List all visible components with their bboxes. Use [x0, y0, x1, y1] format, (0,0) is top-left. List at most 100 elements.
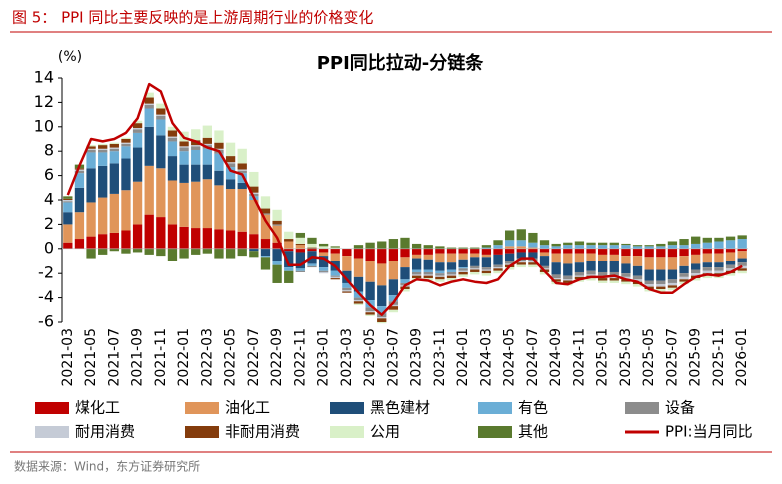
bar-segment — [74, 239, 85, 249]
bar-segment — [470, 257, 480, 266]
bar-segment — [458, 271, 468, 275]
bar-segment — [342, 270, 352, 283]
bar-segment — [423, 269, 433, 272]
bar-segment — [167, 137, 178, 142]
bar-segment — [249, 171, 259, 187]
bar-segment — [435, 279, 445, 282]
bar-segment — [132, 120, 143, 124]
bar-segment — [144, 92, 154, 98]
bar-segment — [156, 103, 166, 109]
bar-segment — [632, 265, 643, 276]
x-tick-label: 2024-05 — [502, 328, 518, 387]
bar-segment — [295, 232, 306, 238]
bar-segment — [225, 179, 236, 190]
bar-segment — [504, 248, 515, 254]
bar-segment — [609, 280, 619, 283]
bar-segment — [563, 242, 573, 246]
bar-segment — [667, 282, 678, 286]
bar-segment — [109, 193, 119, 233]
bar-segment — [167, 130, 178, 137]
bar-segment — [330, 246, 340, 248]
bar-segment — [458, 247, 468, 249]
bar-segment — [691, 248, 701, 255]
bar-segment — [202, 143, 212, 146]
bar-segment — [98, 234, 108, 249]
bar-segment — [272, 261, 282, 265]
bar-segment — [551, 274, 561, 279]
bar-segment — [609, 245, 619, 249]
bar-segment — [621, 245, 631, 249]
bar-segment — [516, 229, 526, 241]
bar-segment — [353, 297, 364, 301]
bar-segment — [551, 262, 561, 275]
bar-segment — [551, 243, 561, 247]
x-tick-label: 2024-09 — [548, 328, 564, 387]
bar-segment — [318, 267, 329, 271]
bar-segment — [109, 163, 119, 194]
bar-segment — [493, 267, 503, 269]
bar-segment — [156, 168, 166, 218]
bar-segment — [388, 248, 399, 261]
bar-segment — [202, 125, 212, 138]
bar-segment — [214, 153, 224, 171]
bar-segment — [446, 253, 457, 263]
x-tick-label: 2021-05 — [83, 328, 99, 387]
bar-segment — [214, 170, 224, 186]
bar-segment — [272, 209, 282, 221]
bar-segment — [714, 267, 724, 271]
bar-segment — [144, 214, 154, 249]
bar-segment — [435, 253, 445, 263]
bar-segment — [691, 243, 701, 249]
bar-segment — [377, 318, 387, 322]
bar-segment — [388, 279, 399, 296]
bar-segment — [377, 263, 387, 286]
bar-segment — [225, 189, 236, 231]
bar-segment — [621, 248, 631, 257]
bar-segment — [411, 258, 422, 270]
bar-segment — [609, 261, 619, 272]
bar-segment — [295, 237, 306, 244]
bar-segment — [528, 232, 538, 243]
bar-segment — [237, 148, 247, 164]
x-tick-label: 2025-05 — [641, 328, 657, 387]
bar-segment — [435, 275, 445, 277]
legend-label: 煤化工 — [75, 399, 120, 417]
bar-segment — [98, 148, 108, 150]
bar-segment — [702, 253, 712, 263]
legend-swatch — [330, 402, 364, 414]
x-tick-label: 2022-05 — [223, 328, 239, 387]
bar-segment — [656, 248, 666, 258]
bar-segment — [179, 182, 189, 227]
bar-segment — [458, 248, 468, 254]
bar-segment — [737, 251, 747, 259]
bar-segment — [470, 247, 480, 249]
bar-segment — [470, 253, 480, 258]
bar-segment — [551, 279, 561, 282]
x-tick-label: 2022-11 — [292, 328, 308, 387]
bar-segment — [667, 248, 678, 258]
bar-segment — [621, 263, 631, 274]
bar-segment — [656, 280, 666, 285]
bar-segment — [574, 245, 585, 249]
bar-segment — [318, 256, 329, 268]
legend-label: 非耐用消费 — [225, 423, 300, 441]
x-tick-label: 2021-09 — [130, 328, 146, 387]
x-tick-label: 2025-07 — [664, 328, 680, 387]
bar-segment — [411, 254, 422, 259]
bar-segment — [167, 156, 178, 181]
bar-segment — [237, 189, 247, 232]
bar-segment — [249, 186, 259, 193]
legend-swatch — [35, 426, 69, 438]
bar-segment — [388, 306, 399, 310]
bar-segment — [423, 271, 433, 275]
bar-segment — [342, 256, 352, 271]
bar-segment — [563, 253, 573, 264]
bar-segment — [609, 271, 619, 276]
bar-segment — [260, 214, 271, 240]
bar-segment — [737, 268, 747, 271]
bar-segment — [353, 301, 364, 304]
legend-swatch — [185, 402, 219, 414]
chart-title: PPI同比拉动-分链条 — [317, 52, 485, 74]
bar-segment — [284, 270, 294, 283]
x-tick-label: 2025-01 — [595, 328, 611, 387]
